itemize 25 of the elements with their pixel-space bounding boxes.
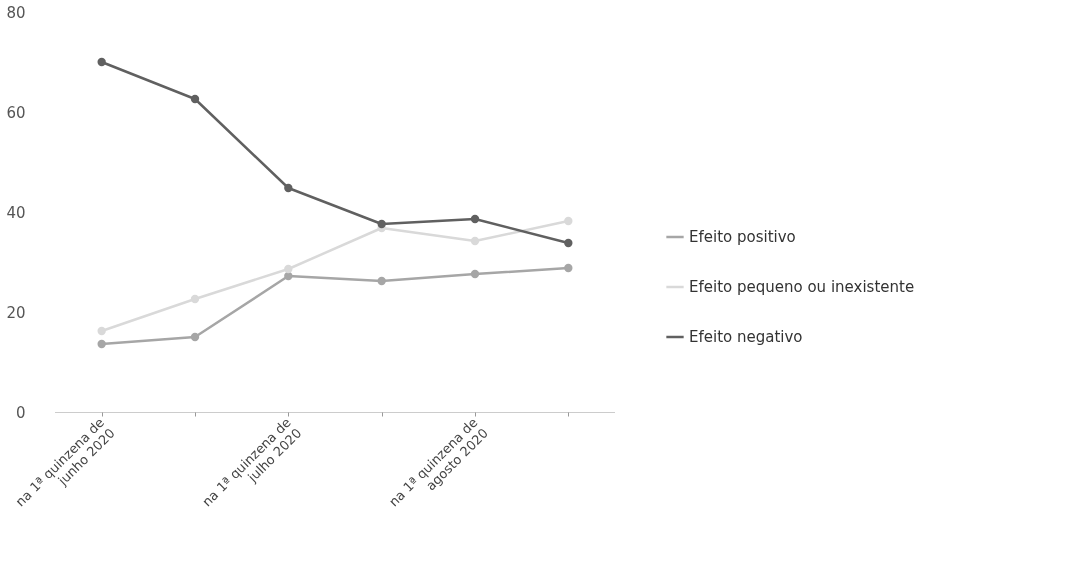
point: [470, 214, 480, 224]
point: [564, 263, 573, 273]
legend-label: Efeito negativo: [689, 328, 803, 346]
point: [470, 236, 480, 246]
point: [284, 271, 293, 281]
y-tick-label: 0: [15, 403, 26, 422]
legend-label: Efeito positivo: [689, 228, 796, 246]
point: [284, 264, 293, 274]
point: [377, 219, 386, 229]
point: [284, 183, 293, 193]
point: [190, 94, 200, 104]
point: [564, 216, 573, 226]
point: [470, 269, 480, 279]
point: [190, 332, 200, 342]
point: [564, 238, 573, 248]
y-tick-label: 20: [6, 303, 26, 322]
point: [97, 326, 106, 336]
y-tick-label: 40: [6, 203, 26, 222]
point: [190, 294, 200, 304]
point: [377, 276, 386, 286]
point: [97, 339, 106, 349]
legend-label: Efeito pequeno ou inexistente: [689, 278, 915, 296]
y-tick-label: 80: [6, 3, 26, 22]
y-tick-label: 60: [6, 103, 26, 122]
point: [97, 57, 106, 67]
